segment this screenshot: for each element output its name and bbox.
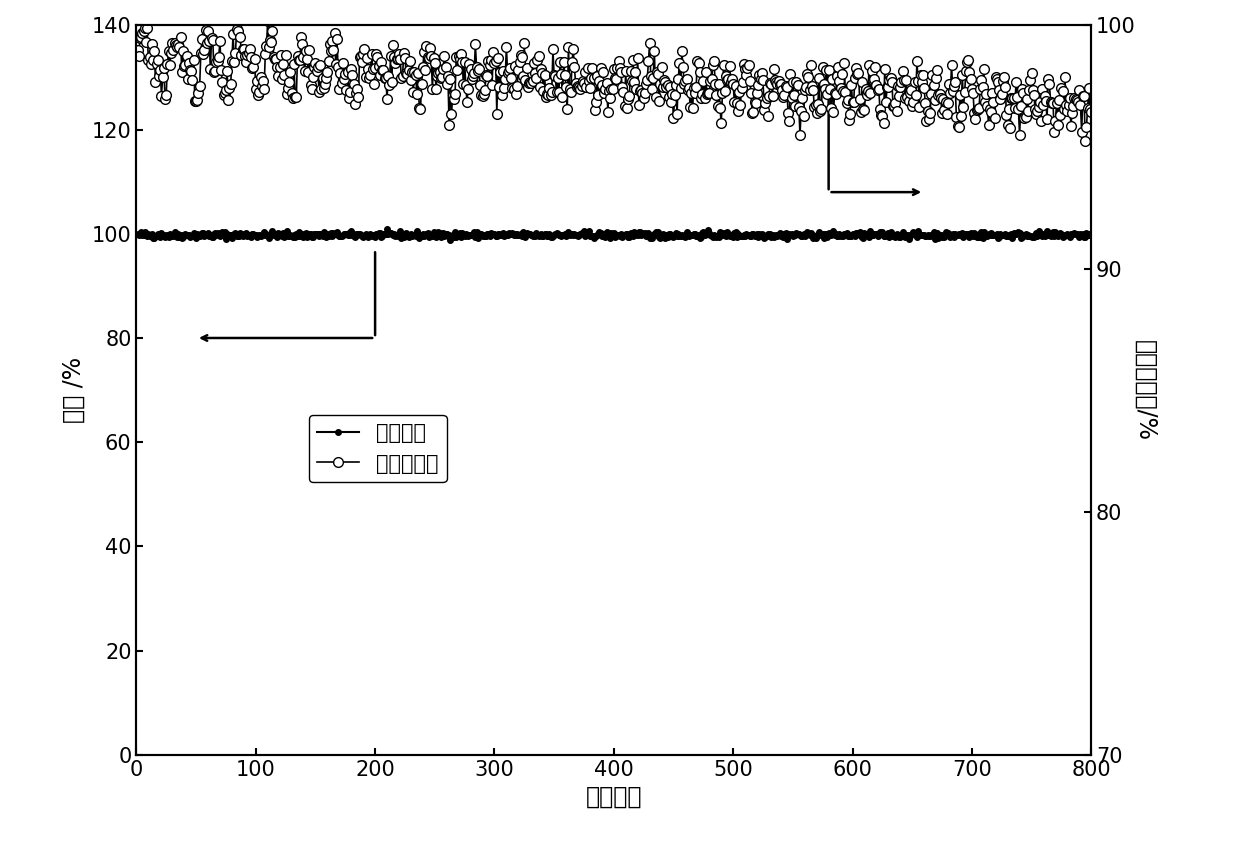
- X-axis label: 循环次数: 循环次数: [585, 785, 642, 809]
- 库伦效率: [188, 232, 203, 243]
- 库伦效率: [443, 235, 458, 245]
- 库伦效率: [712, 232, 727, 242]
- 容量保持率: [739, 70, 754, 81]
- 容量保持率: [1084, 107, 1099, 117]
- 容量保持率: [854, 77, 869, 87]
- 库伦效率: [379, 224, 394, 234]
- Y-axis label: 容量保持率/%: 容量保持率/%: [1132, 339, 1157, 441]
- 容量保持率: [952, 90, 967, 100]
- 库伦效率: [1084, 230, 1099, 240]
- Y-axis label: 效率 /%: 效率 /%: [62, 357, 87, 423]
- Line: 容量保持率: 容量保持率: [133, 13, 1096, 146]
- 容量保持率: [711, 102, 725, 112]
- 库伦效率: [856, 232, 870, 243]
- 容量保持率: [188, 96, 203, 106]
- 容量保持率: [1078, 136, 1092, 146]
- 库伦效率: [954, 231, 968, 241]
- 库伦效率: [740, 230, 755, 240]
- Legend: 库伦效率, 容量保持率: 库伦效率, 容量保持率: [309, 415, 446, 482]
- Line: 库伦效率: 库伦效率: [135, 226, 1094, 243]
- 容量保持率: [686, 103, 701, 114]
- 容量保持率: [232, 13, 247, 23]
- 库伦效率: [686, 229, 701, 239]
- 库伦效率: [130, 229, 145, 239]
- 容量保持率: [130, 46, 145, 56]
